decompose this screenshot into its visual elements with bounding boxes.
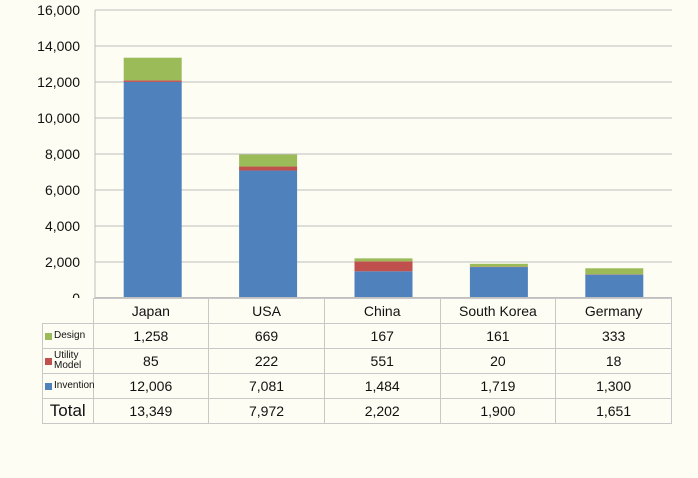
y-tick-label: 2,000 (45, 254, 80, 270)
header-corner (42, 298, 94, 324)
design-bar-segment (469, 263, 528, 267)
invention-bar-segment (469, 267, 528, 298)
utility-value: 85 (92, 348, 210, 374)
design-bar-segment (123, 57, 182, 81)
design-value: 167 (323, 323, 441, 349)
invention-value: 1,300 (555, 373, 672, 399)
y-tick-label: 0 (72, 290, 80, 298)
utility-value: 222 (208, 348, 325, 374)
design-label: Design (54, 330, 86, 341)
invention-bar-segment (354, 271, 413, 298)
y-tick-label: 12,000 (37, 74, 80, 90)
design-bar-segment (354, 258, 413, 262)
design-bar-segment (585, 268, 644, 275)
category-label: South Korea (439, 298, 557, 324)
y-tick-label: 16,000 (37, 2, 80, 18)
invention-bar-segment (239, 170, 298, 298)
utility-value: 551 (323, 348, 441, 374)
utility-value: 18 (555, 348, 672, 374)
utility-bar-segment (354, 261, 413, 272)
invention-label: Invention (54, 380, 95, 391)
bars (123, 57, 644, 298)
total-row: Total 13,349 7,972 2,202 1,900 1,651 (42, 398, 672, 424)
gridlines (94, 9, 672, 298)
category-label: China (323, 298, 441, 324)
design-bar-segment (239, 154, 298, 167)
total-value: 1,900 (439, 398, 557, 424)
y-tick-label: 14,000 (37, 38, 80, 54)
invention-bar-segment (123, 81, 182, 298)
utility-swatch (45, 357, 52, 365)
invention-row: Invention 12,006 7,081 1,484 1,719 1,300 (42, 373, 672, 399)
invention-value: 12,006 (92, 373, 210, 399)
y-axis-ticks: 0 2,000 4,000 6,000 8,000 10,000 12,000 14,000 1… (37, 2, 80, 298)
total-value: 7,972 (208, 398, 325, 424)
chart-plot: 0 2,000 4,000 6,000 8,000 10,000 12,000 14,000 1… (37, 2, 672, 298)
category-label: USA (208, 298, 325, 324)
design-value: 161 (439, 323, 557, 349)
invention-legend: Invention (42, 373, 95, 399)
design-swatch (45, 332, 52, 340)
data-table: Japan USA China South Korea Germany Desi… (42, 298, 672, 424)
invention-swatch (45, 382, 52, 390)
design-row: Design 1,258 669 167 161 333 (42, 323, 672, 349)
utility-label-line2: Model (54, 360, 82, 371)
design-legend: Design (42, 323, 94, 349)
design-value: 333 (555, 323, 672, 349)
total-value: 13,349 (92, 398, 210, 424)
category-header-row: Japan USA China South Korea Germany (42, 298, 672, 324)
total-value: 2,202 (323, 398, 441, 424)
utility-value: 20 (439, 348, 557, 374)
y-tick-label: 6,000 (45, 182, 80, 198)
invention-value: 7,081 (208, 373, 325, 399)
y-tick-label: 10,000 (37, 110, 80, 126)
y-tick-label: 8,000 (45, 146, 80, 162)
design-value: 1,258 (92, 323, 210, 349)
utility-bar-segment (239, 166, 298, 171)
category-label: Japan (92, 298, 210, 324)
utility-bar-segment (123, 80, 182, 82)
total-value: 1,651 (555, 398, 672, 424)
utility-label-line1: Utility (54, 350, 79, 361)
invention-bar-segment (585, 274, 644, 298)
y-tick-label: 4,000 (45, 218, 80, 234)
invention-value: 1,719 (439, 373, 557, 399)
utility-legend: Utility Model (42, 348, 94, 374)
utility-row: Utility Model 85 222 551 20 18 (42, 348, 672, 374)
category-label: Germany (555, 298, 672, 324)
design-value: 669 (208, 323, 325, 349)
invention-value: 1,484 (323, 373, 441, 399)
total-label: Total (42, 398, 94, 424)
